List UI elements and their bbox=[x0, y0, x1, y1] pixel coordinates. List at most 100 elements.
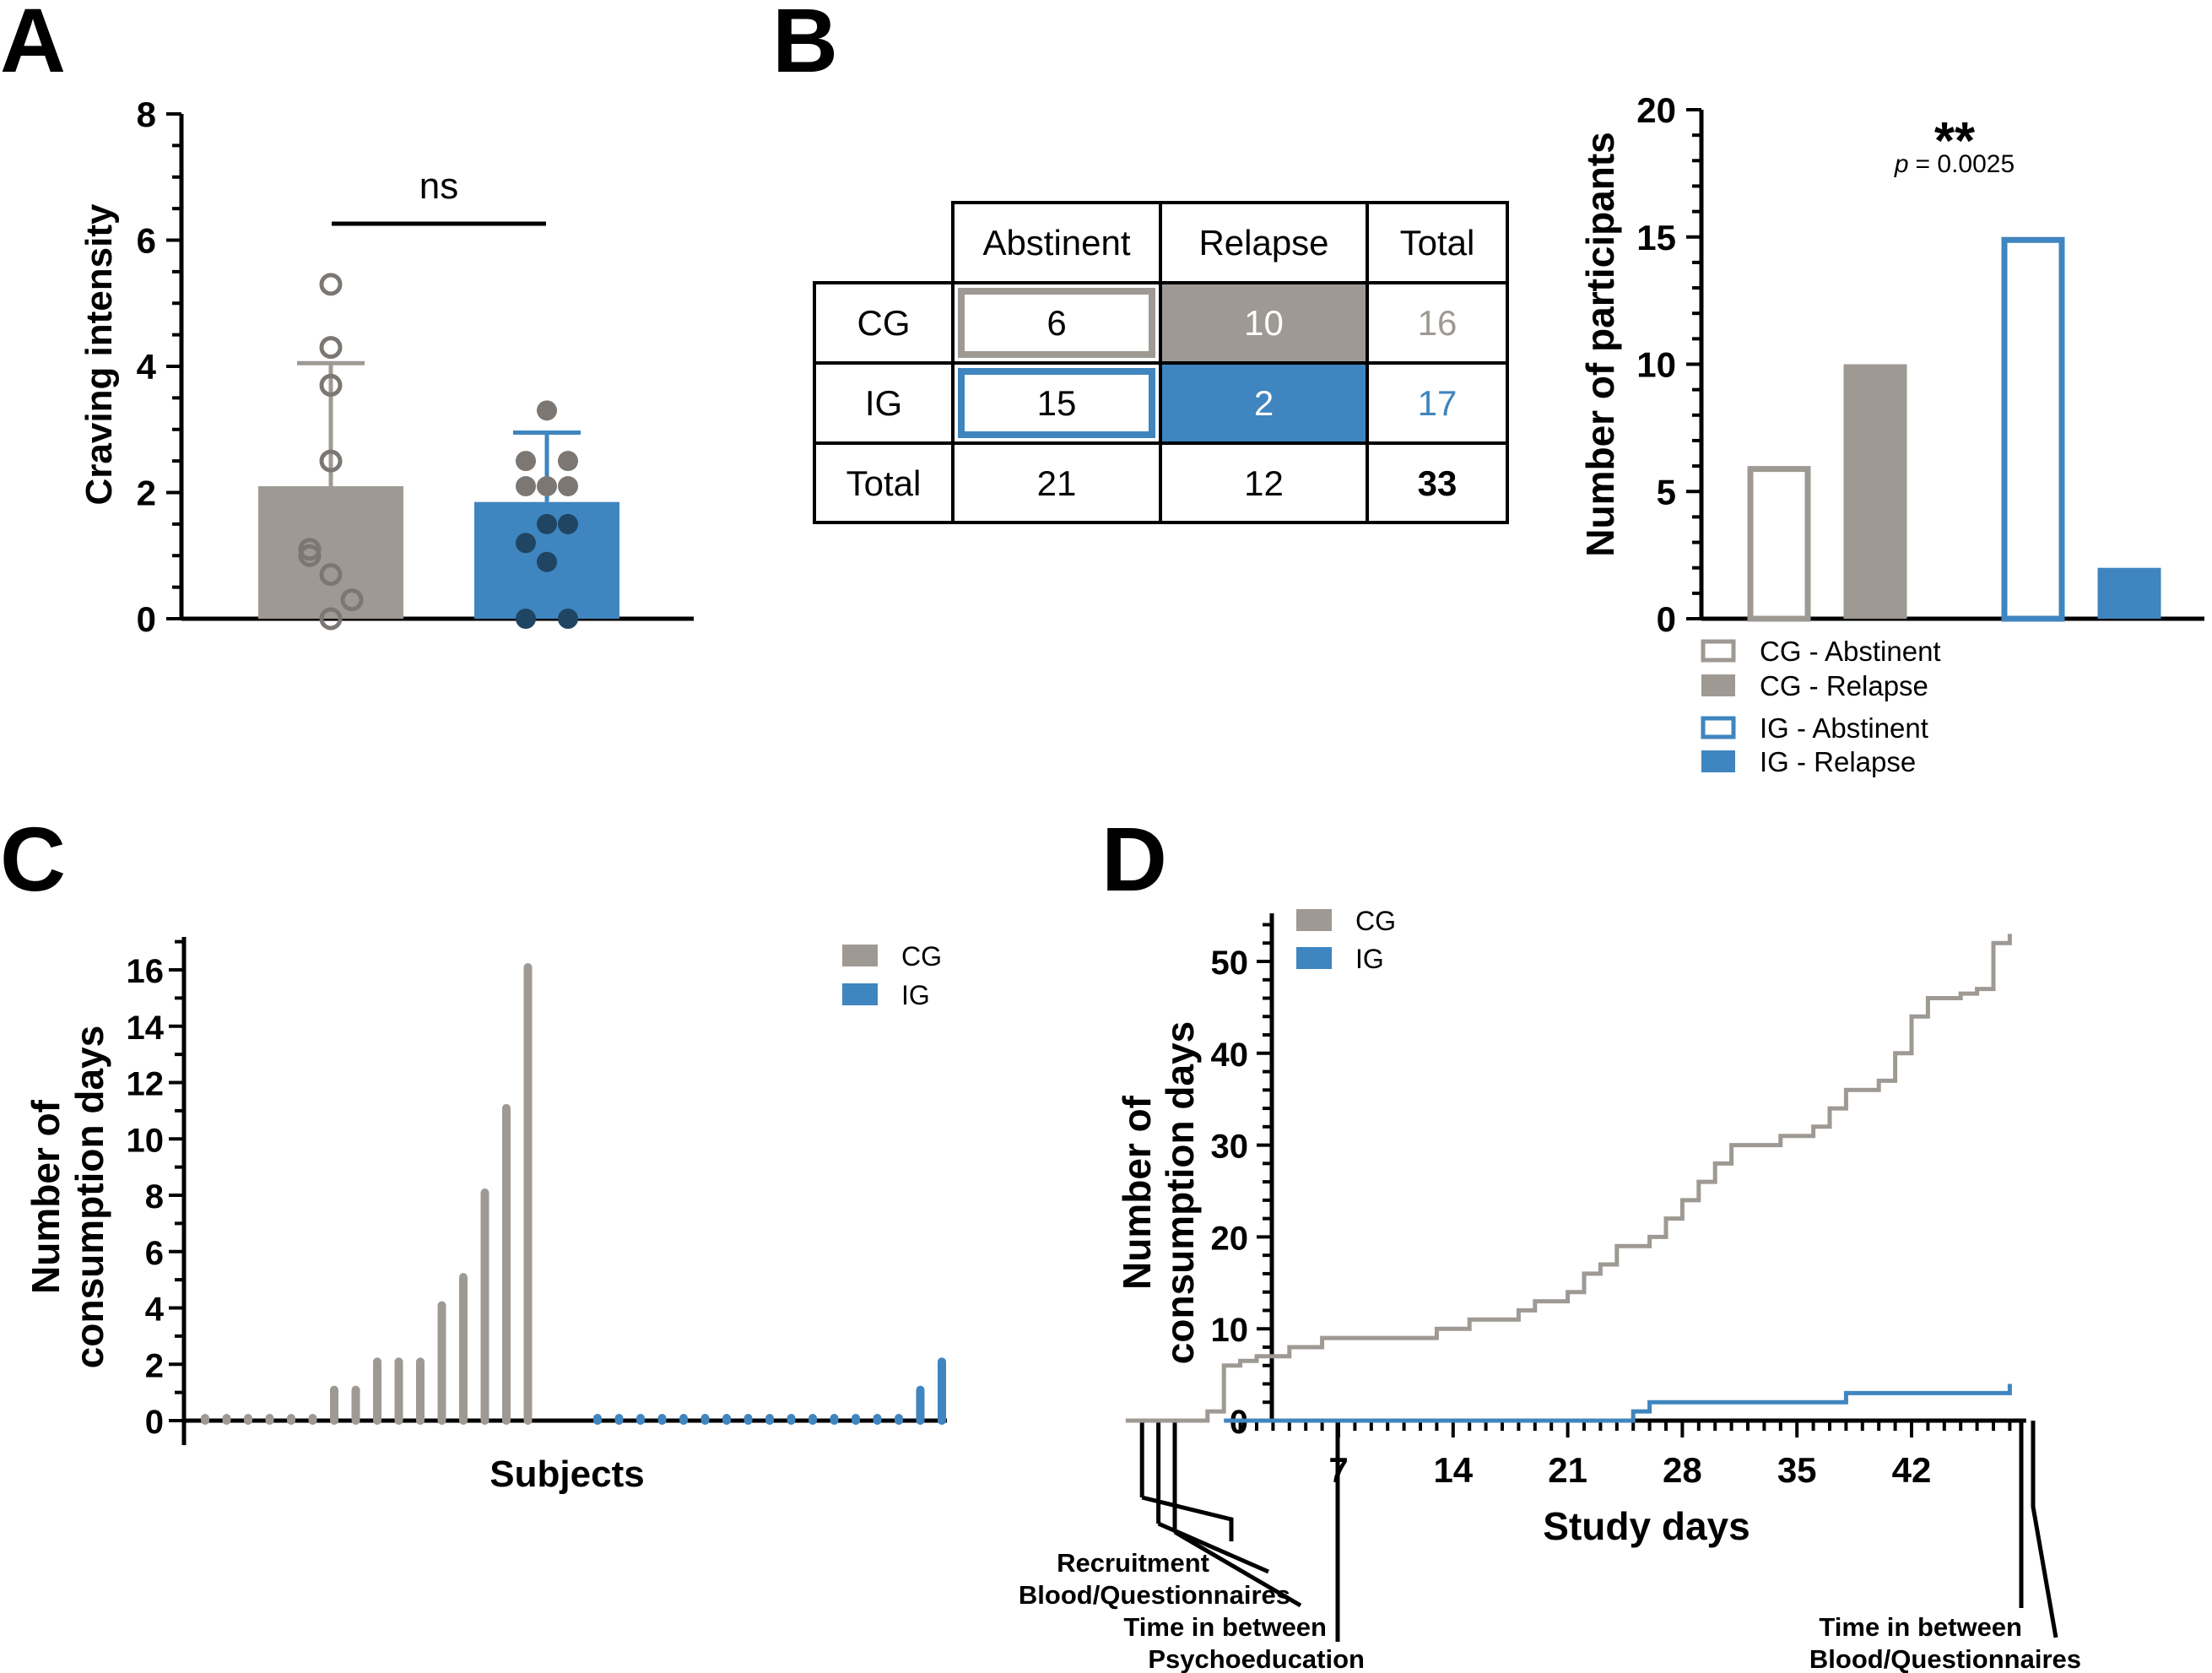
c-legend-swatch-ig bbox=[842, 983, 878, 1005]
d-x-tick-label: 21 bbox=[1548, 1450, 1587, 1490]
b-table-cell-value: 21 bbox=[1037, 463, 1077, 503]
c-legend-label-ig: IG bbox=[901, 980, 930, 1010]
b-bar-3 bbox=[2097, 567, 2161, 619]
c-y-tick-label: 14 bbox=[127, 1010, 165, 1047]
b-table-cell bbox=[951, 361, 1162, 445]
b-table-header-cell bbox=[1366, 201, 1509, 284]
a-point-ig bbox=[558, 451, 578, 472]
a-point-ig bbox=[516, 451, 536, 472]
a-point-ig bbox=[516, 609, 536, 629]
a-point-cg bbox=[319, 373, 343, 397]
d-ylabel-line2: consumption days bbox=[1158, 1021, 1202, 1364]
c-legend-swatch-cg bbox=[842, 945, 878, 966]
panel-label-d: D bbox=[1101, 808, 1167, 910]
b-y-tick-label: 10 bbox=[1636, 345, 1676, 385]
b-pvalue: p = 0.0025 bbox=[1894, 150, 2015, 178]
c-xlabel: Subjects bbox=[489, 1454, 644, 1495]
a-point-ig bbox=[558, 513, 578, 534]
c-y-tick-label: 8 bbox=[145, 1178, 164, 1215]
a-y-tick-label: 8 bbox=[137, 95, 156, 134]
b-table-cell bbox=[951, 281, 1162, 365]
b-bar-0 bbox=[1747, 466, 1811, 622]
b-table-row-label-cell bbox=[813, 441, 955, 524]
d-annot-psychoeducation: Psychoeducation bbox=[1148, 1644, 1365, 1673]
b-legend-label: CG - Relapse bbox=[1760, 670, 1928, 701]
b-y-tick-label: 20 bbox=[1636, 90, 1676, 130]
b-table-cell-highlight bbox=[958, 288, 1155, 358]
d-event-leader-between bbox=[1173, 1530, 1302, 1608]
panel-c: Number of consumption days Subjects 0 2 4 6… bbox=[24, 937, 947, 1495]
d-y-tick-label: 40 bbox=[1211, 1037, 1249, 1074]
a-point-cg bbox=[298, 544, 322, 567]
c-y-tick-label: 12 bbox=[127, 1066, 165, 1103]
a-y-tick-label: 4 bbox=[137, 347, 157, 387]
panel-label-a: A bbox=[0, 0, 66, 91]
d-annot-between-right: Time in between bbox=[1819, 1612, 2022, 1642]
d-annot-blood-right: Blood/Questionnaires bbox=[1809, 1644, 2081, 1673]
d-xlabel: Study days bbox=[1543, 1504, 1750, 1548]
b-legend-label: IG - Abstinent bbox=[1760, 712, 1928, 744]
b-table-header-cell bbox=[951, 201, 1162, 284]
c-y-tick-label: 0 bbox=[145, 1404, 164, 1441]
d-line-ig bbox=[1224, 1383, 2012, 1423]
b-table-cell-value: 2 bbox=[1254, 383, 1274, 423]
b-y-tick-label: 15 bbox=[1636, 218, 1676, 257]
c-y-tick-label: 4 bbox=[145, 1291, 165, 1329]
d-legend-swatch-ig bbox=[1296, 947, 1332, 969]
c-y-tick-label: 10 bbox=[127, 1122, 165, 1159]
b-table-cell bbox=[951, 441, 1162, 524]
a-y-tick-label: 6 bbox=[137, 221, 156, 261]
panel-b-table: Abstinent Relapse Total CG 6 10 16 IG 15 2 17 Total… bbox=[813, 201, 1509, 524]
a-point-cg bbox=[340, 588, 364, 612]
b-table-cell bbox=[1159, 441, 1369, 524]
d-x-tick-label: 35 bbox=[1777, 1450, 1817, 1490]
c-y-tick-label: 2 bbox=[145, 1347, 164, 1384]
a-point-ig bbox=[537, 513, 557, 534]
d-x-tick-label: 28 bbox=[1663, 1450, 1702, 1490]
a-bar-cg bbox=[258, 486, 403, 619]
d-ylabel-line1: Number of bbox=[1115, 1095, 1159, 1290]
b-y-tick-label: 0 bbox=[1657, 599, 1676, 639]
b-table-cell-value: 12 bbox=[1244, 463, 1284, 503]
b-bar-2 bbox=[2001, 236, 2065, 622]
a-point-cg bbox=[319, 273, 343, 296]
a-y-tick-label: 0 bbox=[137, 599, 156, 639]
b-legend-swatch bbox=[1701, 750, 1735, 772]
d-annot-between-left: Time in between bbox=[1123, 1612, 1327, 1642]
a-point-ig bbox=[516, 476, 536, 497]
a-point-ig bbox=[558, 476, 578, 497]
d-x-tick-label: 14 bbox=[1433, 1450, 1473, 1490]
b-table-cell-value: 6 bbox=[1047, 303, 1066, 343]
b-legend-swatch bbox=[1701, 674, 1735, 696]
a-point-cg bbox=[319, 449, 343, 473]
b-table-row-label: Total bbox=[846, 463, 922, 503]
d-event-leader-blood-right bbox=[2031, 1421, 2058, 1638]
c-ylabel-line2: consumption days bbox=[68, 1026, 111, 1368]
b-y-tick-label: 5 bbox=[1657, 472, 1676, 512]
a-point-cg bbox=[319, 563, 343, 587]
b-table-header-label: Relapse bbox=[1198, 223, 1328, 263]
b-table-cell bbox=[1366, 281, 1509, 365]
c-legend-label-cg: CG bbox=[901, 941, 942, 972]
a-point-ig bbox=[537, 551, 557, 572]
c-y-tick-label: 6 bbox=[145, 1235, 164, 1272]
b-table-row-label: IG bbox=[865, 383, 902, 423]
d-annot-blood-left: Blood/Questionnaires bbox=[1019, 1580, 1290, 1610]
b-table-header-label: Abstinent bbox=[982, 223, 1130, 263]
a-point-ig bbox=[516, 533, 536, 554]
b-table-cell-value: 10 bbox=[1244, 303, 1284, 343]
b-bar-1 bbox=[1843, 364, 1907, 619]
panel-b-bars: Number of participants ** p = 0.0025 0 5 10… bbox=[1578, 90, 2204, 777]
b-legend-swatch bbox=[1701, 716, 1736, 739]
d-event-leader-recruitment bbox=[1141, 1495, 1234, 1541]
a-point-ig bbox=[537, 476, 557, 497]
d-line-cg bbox=[1125, 934, 2012, 1423]
b-table-cell bbox=[1159, 361, 1369, 445]
b-table-cell-value: 17 bbox=[1418, 383, 1458, 423]
b-table-cell-value: 15 bbox=[1037, 383, 1077, 423]
d-y-tick-label: 50 bbox=[1211, 945, 1249, 982]
d-annot-recruitment: Recruitment bbox=[1057, 1548, 1209, 1578]
c-y-tick-label: 16 bbox=[127, 953, 165, 990]
b-table-row-label: CG bbox=[857, 303, 911, 343]
